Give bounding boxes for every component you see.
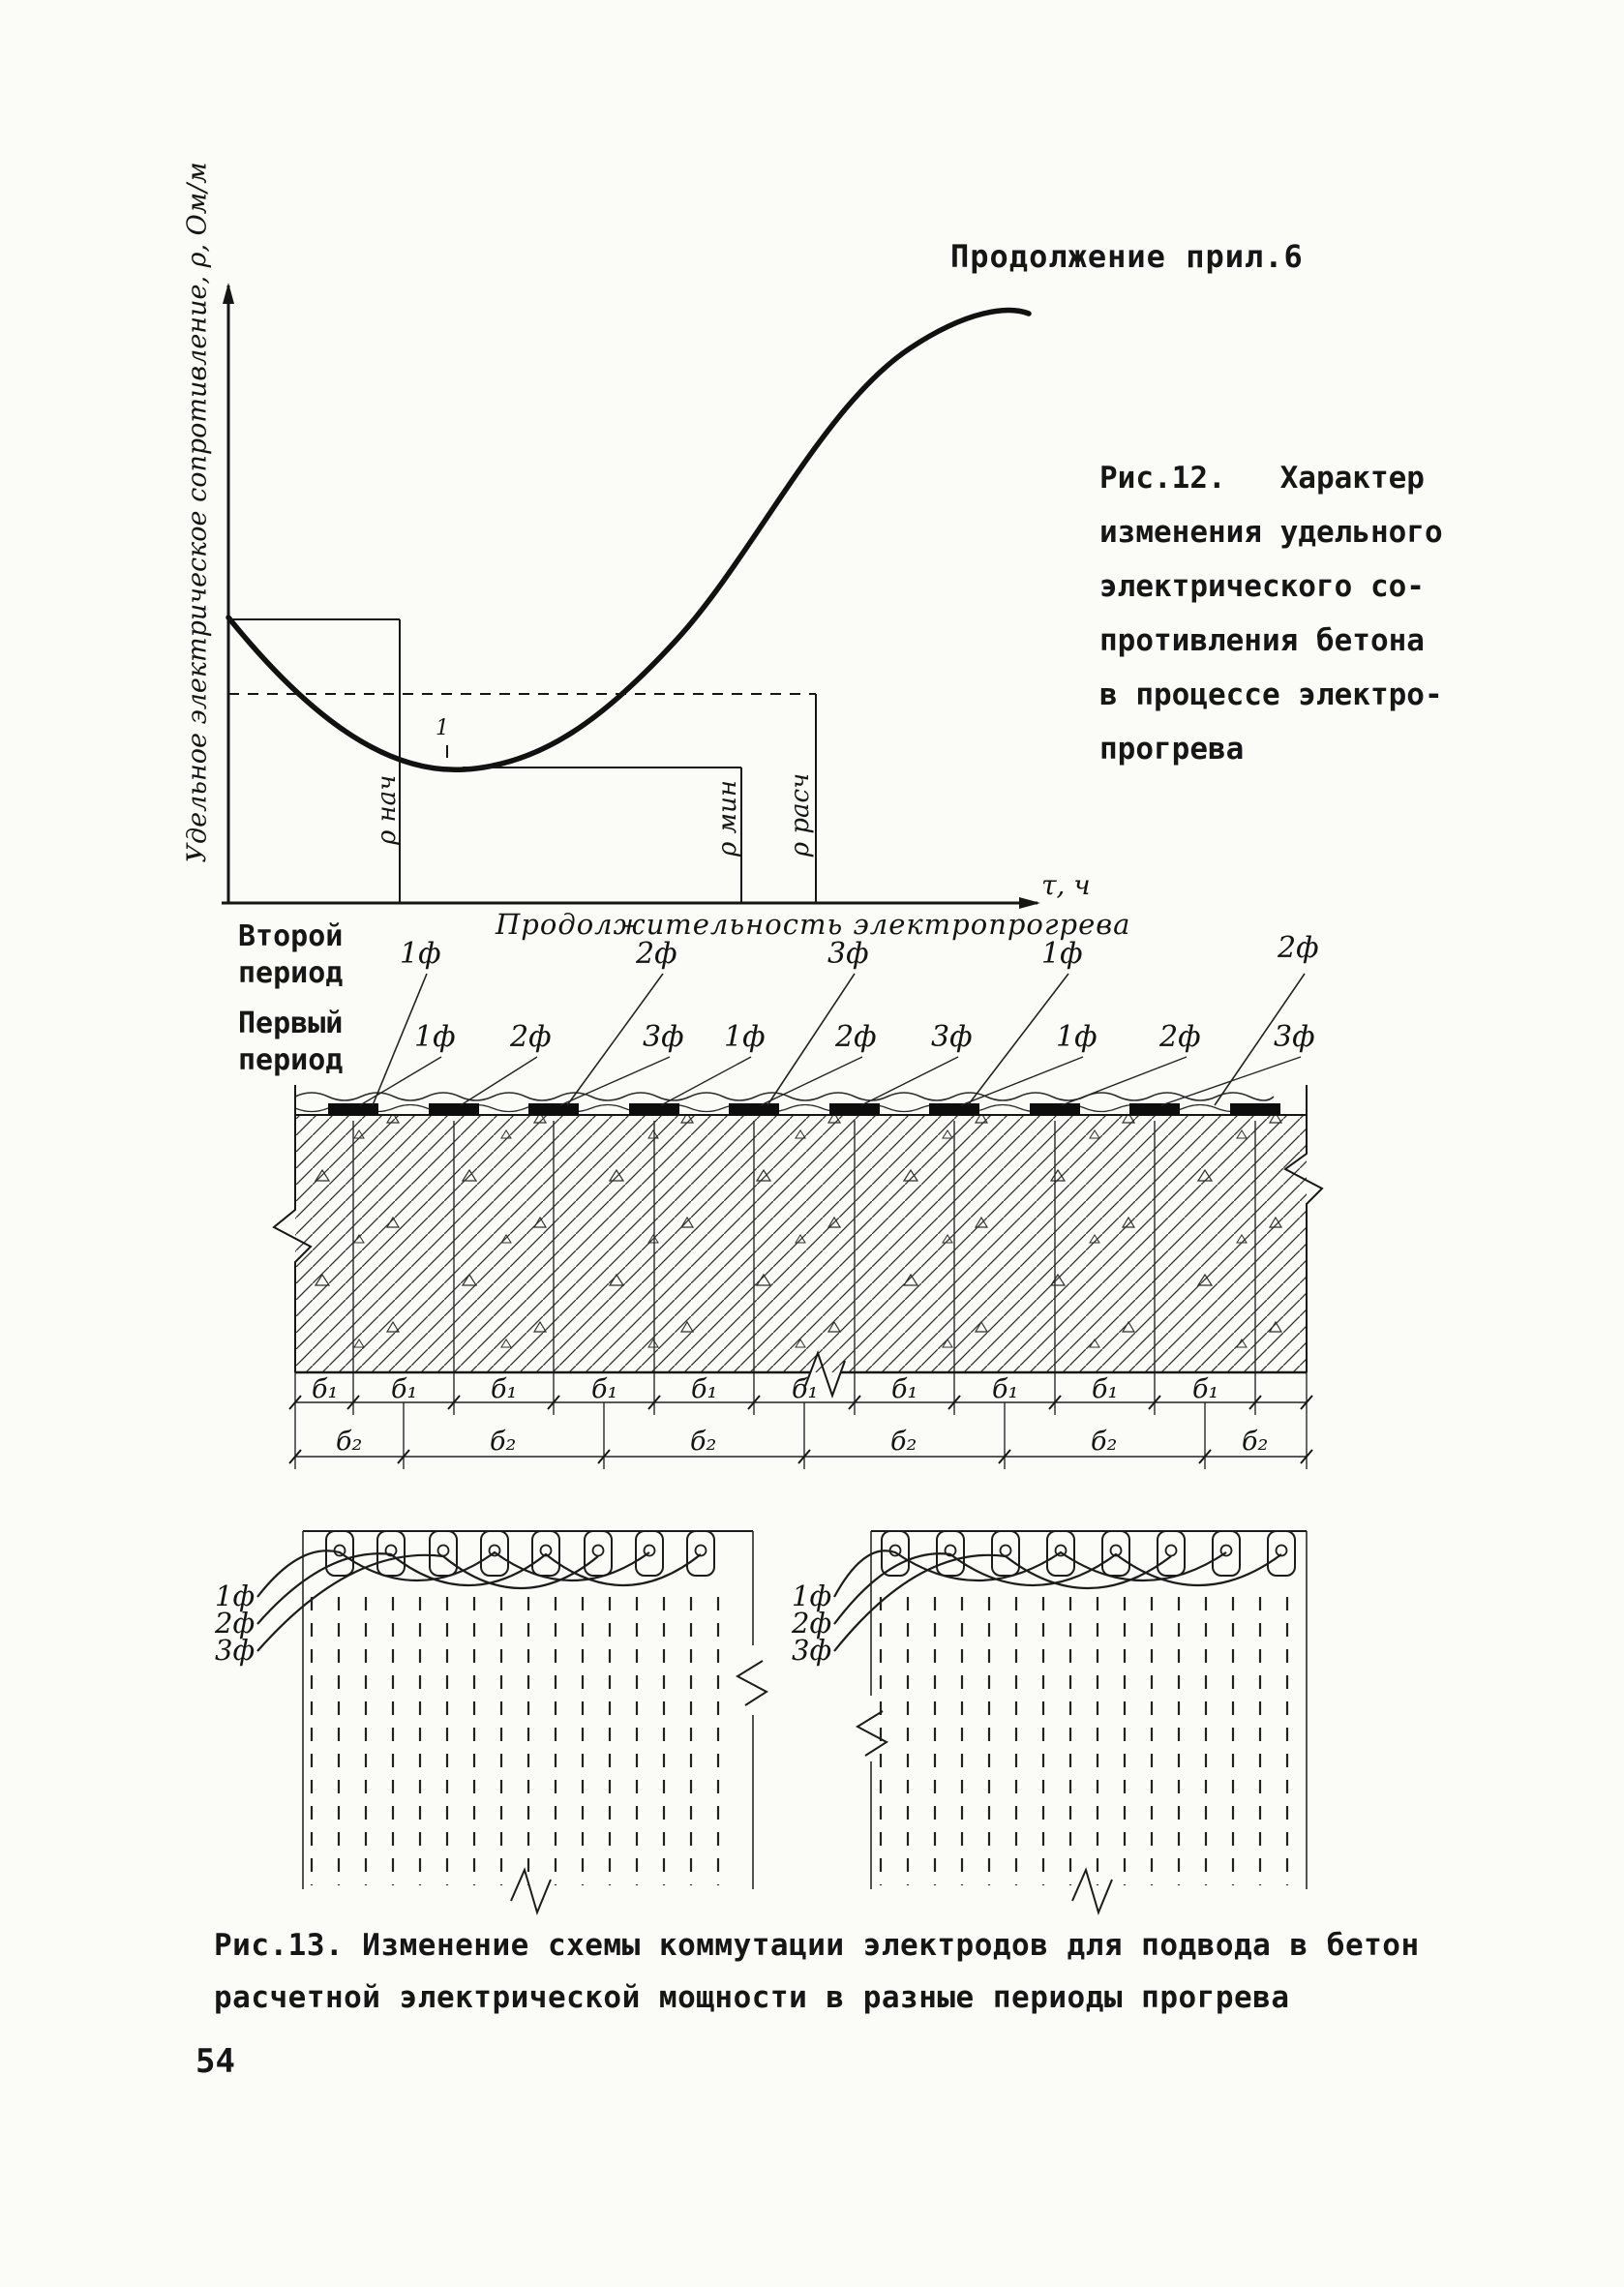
fig12-caption-line: в процессе электро-	[1099, 677, 1443, 712]
chart-x-axis-unit: τ, ч	[1041, 869, 1091, 901]
dim-b1-label: б₁	[391, 1374, 418, 1404]
phase-label: 1ф	[1041, 937, 1083, 971]
resistivity-curve	[226, 307, 1032, 773]
fig13-caption: Рис.13. Изменение схемы коммутации элект…	[214, 1919, 1420, 2024]
slab-diagram	[272, 973, 1324, 1469]
dim-b2-label: б₂	[336, 1427, 363, 1457]
leaders-second-period	[372, 973, 1306, 1106]
fig12-caption: Рис.12. Характер изменения удельного эле…	[1099, 451, 1443, 776]
fig12-caption-line: электрического со-	[1099, 569, 1425, 604]
dim-b1-label: б₁	[312, 1374, 339, 1404]
phase-label: 1ф	[1056, 1020, 1098, 1054]
dim-b1-label: б₁	[591, 1374, 618, 1404]
chart-axes	[222, 283, 1040, 909]
rho-calc-label: ρ расч	[786, 772, 815, 858]
phase-label: 1ф	[724, 1020, 766, 1054]
page-header: Продолжение прил.6	[950, 238, 1304, 275]
phase-label: 2ф	[1159, 1020, 1201, 1054]
fig12-caption-line: изменения удельного	[1099, 515, 1443, 550]
second-period-label: Второй	[238, 919, 344, 953]
second-period-label: период	[238, 956, 344, 990]
phase-label: 1ф	[414, 1020, 456, 1054]
phase-label: 2ф	[636, 937, 677, 971]
dim-b1-label: б₁	[891, 1374, 918, 1404]
dim-b1-label: б₁	[792, 1374, 819, 1404]
dim-b2-label: б₂	[690, 1427, 717, 1457]
scheme-right	[833, 1530, 1308, 1916]
chart-y-axis-label: Удельное электрическое сопротивление, ρ,…	[182, 162, 213, 863]
phase-label: 2ф	[835, 1020, 877, 1054]
phase-label: 3ф	[827, 937, 869, 971]
scheme-right-phase-label: 2ф	[792, 1607, 832, 1640]
rho-initial-label: ρ нач	[373, 774, 402, 845]
phase-label: 2ф	[1278, 931, 1319, 965]
fig12-caption-line: противления бетона	[1099, 623, 1425, 658]
chart-x-axis-label: Продолжительность электропрогрева	[496, 908, 1131, 941]
fig13-caption-line: Рис.13. Изменение схемы коммутации элект…	[214, 1928, 1420, 1963]
scheme-right-phase-label: 1ф	[792, 1580, 832, 1612]
phase-label: 1ф	[400, 937, 441, 971]
dim-b2-label: б₂	[1242, 1427, 1269, 1457]
dim-b1-label: б₁	[691, 1374, 718, 1404]
scheme-left-phase-label: 2ф	[215, 1607, 256, 1640]
phase-label: 3ф	[643, 1020, 684, 1054]
phase-label: 3ф	[931, 1020, 973, 1054]
dim-b1-label: б₁	[491, 1374, 518, 1404]
rho-min-label: ρ мин	[713, 780, 742, 857]
scheme-right-phase-label: 3ф	[792, 1634, 832, 1667]
electrode-plates	[328, 1103, 1280, 1115]
dim-b1-label: б₁	[992, 1374, 1019, 1404]
scheme-left-phase-label: 1ф	[215, 1580, 256, 1612]
dim-b1-label: б₁	[1092, 1374, 1119, 1404]
scheme-left	[256, 1530, 768, 1916]
leaders-first-period	[359, 1056, 1302, 1106]
page-number: 54	[195, 2042, 235, 2081]
phase-label: 3ф	[1274, 1020, 1315, 1054]
first-period-label: период	[238, 1043, 344, 1077]
fig13-caption-line: расчетной электрической мощности в разны…	[214, 1980, 1290, 2015]
curve-point-marker: 1	[436, 716, 449, 740]
first-period-label: Первый	[238, 1007, 344, 1040]
scheme-left-phase-label: 3ф	[215, 1634, 256, 1667]
fig12-caption-line: Рис.12. Характер	[1099, 461, 1425, 496]
dim-b2-label: б₂	[490, 1427, 517, 1457]
fig12-caption-line: прогрева	[1099, 732, 1245, 767]
phase-label: 2ф	[510, 1020, 552, 1054]
dim-b2-label: б₂	[890, 1427, 917, 1457]
chart-construction-lines	[228, 618, 817, 903]
dim-b2-label: б₂	[1091, 1427, 1118, 1457]
dim-b1-label: б₁	[1192, 1374, 1219, 1404]
